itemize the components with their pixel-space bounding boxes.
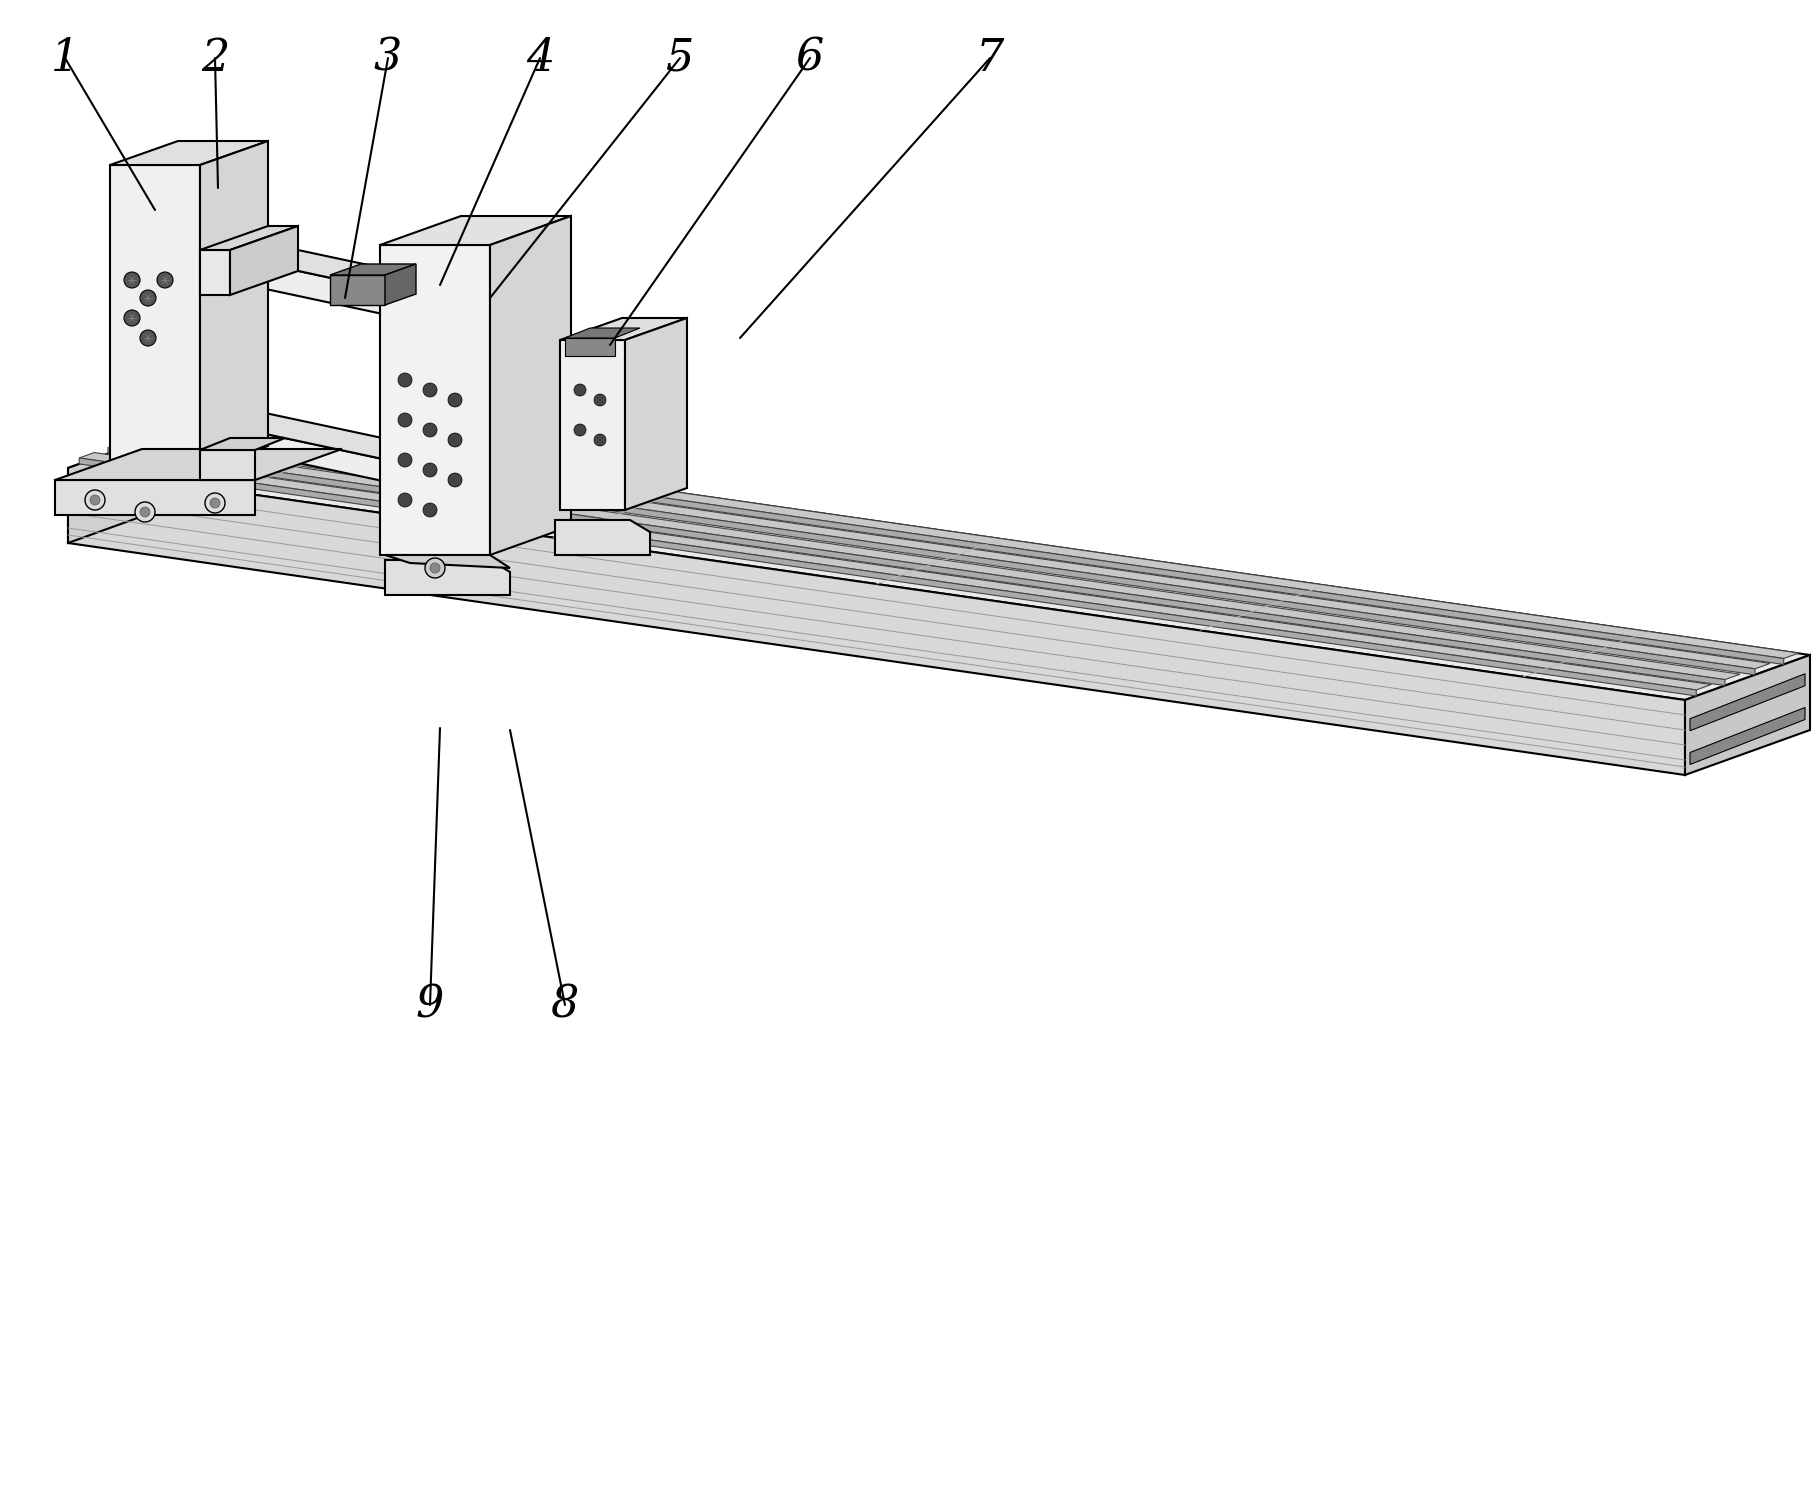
Circle shape <box>398 493 412 507</box>
Polygon shape <box>67 423 1811 700</box>
Text: 4: 4 <box>527 36 554 80</box>
Polygon shape <box>54 479 254 516</box>
Polygon shape <box>200 451 254 479</box>
Polygon shape <box>385 559 510 596</box>
Circle shape <box>423 463 438 476</box>
Circle shape <box>423 383 438 398</box>
Polygon shape <box>138 431 1771 668</box>
Circle shape <box>398 413 412 426</box>
Polygon shape <box>200 141 269 470</box>
Circle shape <box>574 384 587 396</box>
Polygon shape <box>167 426 1783 664</box>
Polygon shape <box>200 407 461 469</box>
Circle shape <box>430 562 439 573</box>
Circle shape <box>594 434 607 446</box>
Polygon shape <box>111 141 269 165</box>
Text: 9: 9 <box>416 983 445 1027</box>
Circle shape <box>449 432 461 448</box>
Circle shape <box>398 454 412 467</box>
Circle shape <box>594 395 607 407</box>
Text: 3: 3 <box>374 36 401 80</box>
Polygon shape <box>331 275 385 305</box>
Circle shape <box>398 373 412 387</box>
Circle shape <box>423 423 438 437</box>
Polygon shape <box>231 225 298 295</box>
Polygon shape <box>107 448 1725 685</box>
Polygon shape <box>200 420 425 490</box>
Circle shape <box>140 507 151 517</box>
Polygon shape <box>80 458 1696 696</box>
Circle shape <box>156 272 173 287</box>
Polygon shape <box>138 437 1754 674</box>
Polygon shape <box>385 265 416 305</box>
Polygon shape <box>380 245 490 555</box>
Polygon shape <box>625 318 686 510</box>
Circle shape <box>449 393 461 407</box>
Polygon shape <box>200 249 231 295</box>
Polygon shape <box>54 449 341 479</box>
Circle shape <box>211 497 220 508</box>
Polygon shape <box>559 318 686 340</box>
Polygon shape <box>67 423 192 543</box>
Polygon shape <box>111 165 200 470</box>
Circle shape <box>425 558 445 578</box>
Text: 6: 6 <box>795 36 824 80</box>
Text: 5: 5 <box>666 36 694 80</box>
Polygon shape <box>200 237 461 298</box>
Polygon shape <box>331 265 416 275</box>
Polygon shape <box>1685 655 1811 776</box>
Circle shape <box>134 502 154 522</box>
Circle shape <box>91 494 100 505</box>
Polygon shape <box>200 225 298 249</box>
Polygon shape <box>200 438 285 451</box>
Text: 8: 8 <box>550 983 579 1027</box>
Text: 2: 2 <box>202 36 229 80</box>
Circle shape <box>140 290 156 305</box>
Polygon shape <box>200 249 425 324</box>
Text: 7: 7 <box>975 36 1004 80</box>
Circle shape <box>123 310 140 327</box>
Polygon shape <box>380 216 570 245</box>
Polygon shape <box>167 420 1800 658</box>
Polygon shape <box>565 328 639 339</box>
Polygon shape <box>385 555 510 569</box>
Circle shape <box>574 423 587 435</box>
Polygon shape <box>80 452 1711 689</box>
Polygon shape <box>1691 674 1805 730</box>
Circle shape <box>123 272 140 287</box>
Polygon shape <box>559 340 625 510</box>
Polygon shape <box>565 339 616 355</box>
Circle shape <box>205 493 225 513</box>
Polygon shape <box>1691 708 1805 765</box>
Polygon shape <box>490 216 570 555</box>
Circle shape <box>85 490 105 510</box>
Polygon shape <box>67 469 1685 776</box>
Polygon shape <box>556 520 650 555</box>
Polygon shape <box>107 442 1740 679</box>
Circle shape <box>423 503 438 517</box>
Circle shape <box>140 330 156 346</box>
Text: 1: 1 <box>51 36 80 80</box>
Circle shape <box>449 473 461 487</box>
